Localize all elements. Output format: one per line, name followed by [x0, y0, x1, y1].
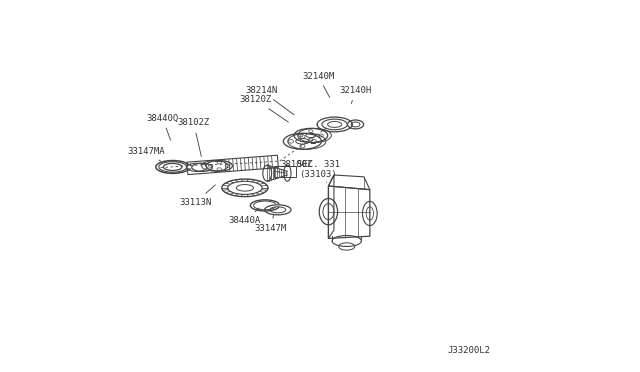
Text: 38440A: 38440A	[228, 208, 261, 225]
Text: 33147M: 33147M	[255, 215, 287, 232]
Text: SEC. 331
(33103): SEC. 331 (33103)	[297, 160, 340, 182]
Text: 38440Q: 38440Q	[147, 114, 179, 140]
Text: 38214N: 38214N	[245, 86, 294, 115]
Text: 33147MA: 33147MA	[127, 147, 164, 161]
Text: 32140M: 32140M	[302, 71, 334, 97]
Text: 38102Z: 38102Z	[177, 118, 210, 157]
Text: 38100Z: 38100Z	[278, 160, 312, 172]
Text: 32140H: 32140H	[340, 86, 372, 103]
Text: J33200L2: J33200L2	[447, 346, 490, 355]
Text: 33113N: 33113N	[179, 185, 215, 207]
Text: 38120Z: 38120Z	[240, 95, 289, 122]
